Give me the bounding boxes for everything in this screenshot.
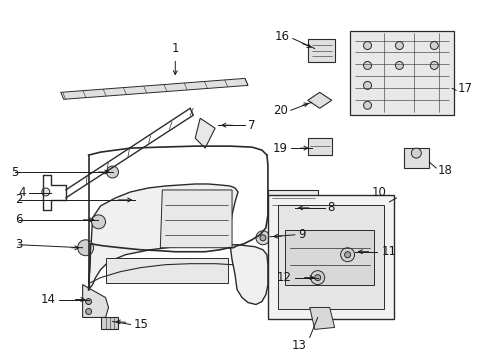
Text: 2: 2	[15, 193, 23, 206]
Text: 6: 6	[15, 213, 23, 226]
Polygon shape	[310, 307, 335, 329]
Polygon shape	[100, 318, 119, 329]
Circle shape	[92, 215, 105, 229]
Circle shape	[412, 148, 421, 158]
Circle shape	[42, 188, 50, 196]
Polygon shape	[105, 258, 228, 283]
Circle shape	[364, 62, 371, 69]
Polygon shape	[278, 205, 385, 310]
Circle shape	[395, 62, 403, 69]
Circle shape	[311, 271, 325, 285]
Text: 12: 12	[277, 271, 292, 284]
Polygon shape	[160, 190, 232, 248]
Text: 18: 18	[437, 163, 452, 176]
Text: 1: 1	[172, 42, 179, 55]
Text: 5: 5	[11, 166, 18, 179]
Polygon shape	[308, 92, 332, 108]
Circle shape	[77, 240, 94, 256]
Text: 4: 4	[18, 186, 26, 199]
Text: 7: 7	[248, 119, 255, 132]
Polygon shape	[195, 118, 215, 148]
Text: 17: 17	[457, 82, 472, 95]
Text: 3: 3	[15, 238, 22, 251]
Circle shape	[430, 62, 438, 69]
Text: 20: 20	[273, 104, 288, 117]
Circle shape	[430, 41, 438, 50]
Circle shape	[106, 166, 119, 178]
Polygon shape	[308, 39, 335, 62]
Text: 15: 15	[133, 318, 148, 331]
Polygon shape	[268, 195, 394, 319]
Text: 9: 9	[298, 228, 305, 241]
Text: 16: 16	[275, 30, 290, 43]
Polygon shape	[404, 148, 429, 168]
Circle shape	[364, 81, 371, 89]
Polygon shape	[268, 190, 318, 215]
Circle shape	[341, 248, 355, 262]
Text: 14: 14	[41, 293, 56, 306]
Polygon shape	[61, 78, 248, 99]
Circle shape	[260, 235, 266, 241]
Polygon shape	[349, 31, 454, 115]
Text: 11: 11	[382, 245, 396, 258]
Circle shape	[364, 101, 371, 109]
Text: 13: 13	[292, 339, 307, 352]
Circle shape	[315, 275, 321, 280]
Circle shape	[86, 298, 92, 305]
Polygon shape	[285, 230, 374, 285]
Circle shape	[344, 252, 350, 258]
Polygon shape	[308, 138, 332, 155]
Circle shape	[86, 309, 92, 315]
Text: 8: 8	[328, 201, 335, 215]
Circle shape	[364, 41, 371, 50]
Text: 19: 19	[273, 141, 288, 155]
Polygon shape	[83, 285, 108, 318]
Polygon shape	[89, 184, 268, 305]
Text: 10: 10	[371, 186, 387, 199]
Circle shape	[395, 41, 403, 50]
Circle shape	[256, 231, 270, 245]
